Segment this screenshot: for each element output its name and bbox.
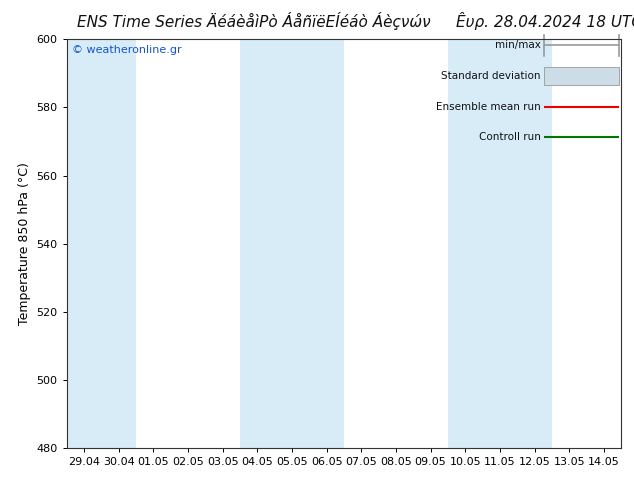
Bar: [543, 67, 619, 85]
Bar: [240, 39, 344, 448]
Text: ENS Time Series ÄéáèåìPò ÁåñïëEÍéáò Áèçνών: ENS Time Series ÄéáèåìPò ÁåñïëEÍéáò Áèçν…: [77, 12, 430, 30]
Y-axis label: Temperature 850 hPa (°C): Temperature 850 hPa (°C): [18, 162, 30, 325]
Text: Controll run: Controll run: [479, 132, 541, 143]
Text: Êυρ. 28.04.2024 18 UTC: Êυρ. 28.04.2024 18 UTC: [456, 12, 634, 30]
Bar: [67, 39, 136, 448]
Text: Ensemble mean run: Ensemble mean run: [436, 102, 541, 112]
Text: Standard deviation: Standard deviation: [441, 71, 541, 81]
Bar: [448, 39, 552, 448]
Text: min/max: min/max: [495, 40, 541, 50]
Text: © weatheronline.gr: © weatheronline.gr: [72, 46, 182, 55]
